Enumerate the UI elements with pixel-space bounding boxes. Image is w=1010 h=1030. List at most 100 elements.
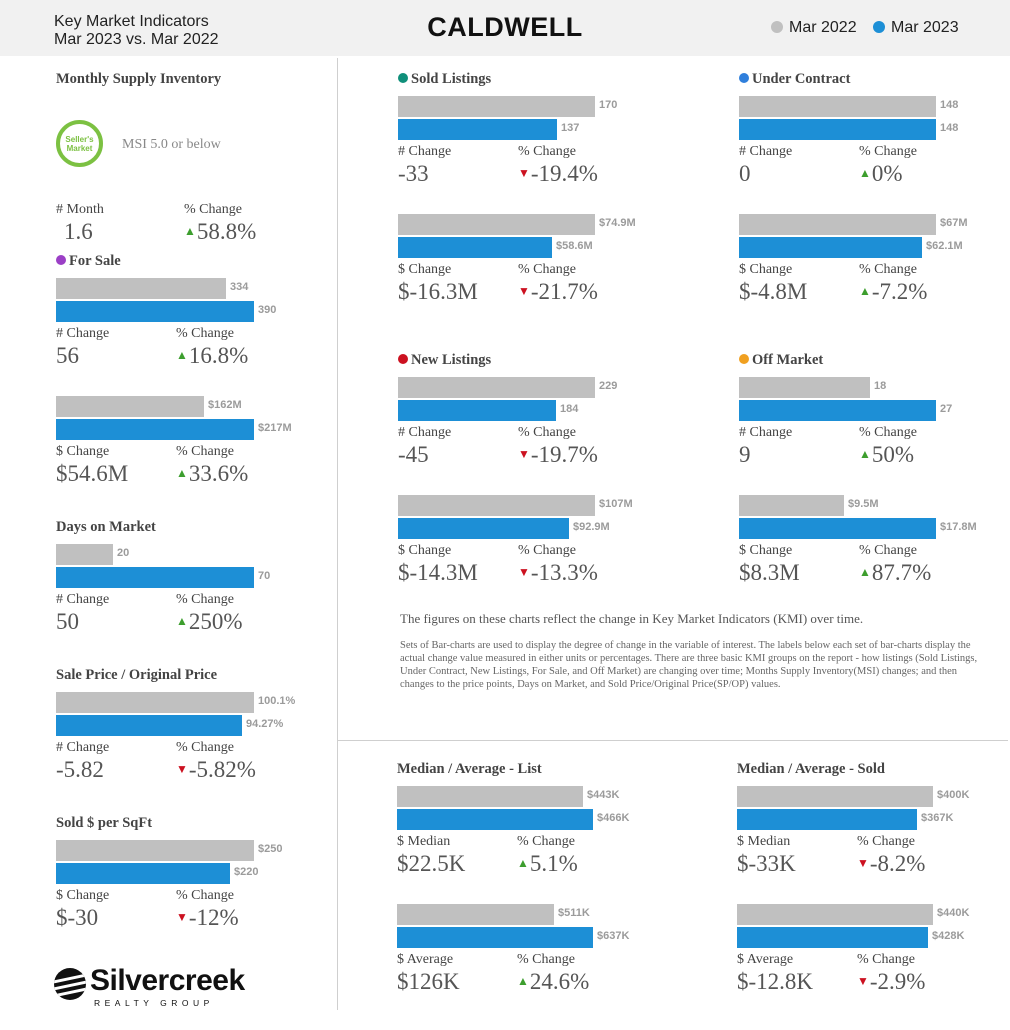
kmi-detail-note: Sets of Bar-charts are used to display t…: [400, 640, 978, 690]
section-divider: [338, 740, 1008, 741]
contract-title-text: Under Contract: [752, 71, 851, 87]
sold_volume-label-a: $ Change: [398, 262, 452, 277]
sqft-change-value: $-30: [56, 905, 99, 930]
new_count-bar-label: 184: [560, 403, 579, 415]
sqft-title: Sold $ per SqFt: [56, 815, 153, 831]
contract_count-change-value: 0: [739, 161, 751, 186]
down-triangle-icon: ▼: [518, 166, 530, 180]
up-triangle-icon: ▲: [176, 348, 188, 362]
msi-pct-text: 58.8%: [196, 219, 257, 244]
contract_volume-label-b: % Change: [859, 262, 917, 277]
new_volume-bar-mar2022: [398, 495, 595, 516]
contract_count-label-a: # Change: [739, 144, 793, 159]
badge-text: Seller's Market: [65, 134, 94, 153]
dom-title: Days on Market: [56, 519, 156, 535]
forsale_volume-bar-label: $162M: [208, 399, 242, 411]
contract_count-label-b: % Change: [859, 144, 917, 159]
off_volume-pct-text: 87.7%: [871, 560, 932, 585]
forsale_count-label-a: # Change: [56, 326, 110, 341]
off_count-change-value: 9: [739, 442, 751, 467]
sold_count-bar-mar2022: [398, 96, 595, 117]
new_volume-bar-label: $92.9M: [573, 521, 610, 533]
up-triangle-icon: ▲: [517, 974, 529, 988]
spop-pct-change: ▼-5.82%: [176, 757, 256, 783]
report-subtitle-line2: Mar 2023 vs. Mar 2022: [54, 31, 219, 48]
sold_median-pct-text: -8.2%: [869, 851, 926, 876]
off_count-label-b: % Change: [859, 425, 917, 440]
legend-label: Mar 2023: [891, 19, 959, 36]
forsale_volume-pct-text: 33.6%: [188, 461, 249, 486]
report-subtitle-line1: Key Market Indicators: [54, 13, 209, 30]
spop-pct-text: -5.82%: [188, 757, 256, 782]
off_count-bar-mar2023: [739, 400, 936, 421]
sold_median-bar-mar2023: [737, 809, 917, 830]
contract_volume-bar-label: $67M: [940, 217, 968, 229]
off-market-title: Off Market: [739, 352, 823, 369]
list_median-bar-mar2022: [397, 786, 583, 807]
legend-mar2023: Mar 2023: [873, 19, 959, 37]
off_volume-bar-mar2023: [739, 518, 936, 539]
spop-label-a: # Change: [56, 740, 110, 755]
sold_average-bar-mar2023: [737, 927, 928, 948]
sold_average-bar-label: $440K: [937, 907, 970, 919]
new_count-change-value: -45: [398, 442, 429, 467]
report-title: CALDWELL: [427, 12, 583, 42]
sold_median-bar-label: $400K: [937, 789, 970, 801]
list_median-bar-label: $466K: [597, 812, 630, 824]
up-triangle-icon: ▲: [859, 447, 871, 461]
contract_count-bar-label: 148: [940, 99, 959, 111]
median-list-title: Median / Average - List: [397, 761, 542, 777]
sold_volume-label-b: % Change: [518, 262, 576, 277]
off_volume-label-b: % Change: [859, 543, 917, 558]
forsale_count-bar-label: 390: [258, 304, 277, 316]
dom-pct-text: 250%: [188, 609, 243, 634]
new_volume-pct-change: ▼-13.3%: [518, 560, 598, 586]
contract_volume-label-a: $ Change: [739, 262, 793, 277]
new-dot-icon: [398, 354, 408, 364]
msi-month-value: 1.6: [64, 219, 93, 244]
sold_count-pct-text: -19.4%: [530, 161, 598, 186]
off-dot-icon: [739, 354, 749, 364]
new-title-text: New Listings: [411, 352, 492, 368]
off_volume-bar-mar2022: [739, 495, 844, 516]
forsale_count-change-value: 56: [56, 343, 79, 368]
column-divider: [337, 58, 338, 1010]
sqft-bar-label: $220: [234, 866, 259, 878]
new_count-pct-change: ▼-19.7%: [518, 442, 598, 468]
off_volume-label-a: $ Change: [739, 543, 793, 558]
contract_count-pct-text: 0%: [871, 161, 903, 186]
new_count-label-a: # Change: [398, 425, 452, 440]
list_average-bar-label: $637K: [597, 930, 630, 942]
sold_median-change-value: $-33K: [737, 851, 796, 876]
new_volume-bar-label: $107M: [599, 498, 633, 510]
legend-mar2022: Mar 2022: [771, 19, 857, 37]
contract_volume-pct-text: -7.2%: [871, 279, 928, 304]
spop-label-b: % Change: [176, 740, 234, 755]
up-triangle-icon: ▲: [176, 614, 188, 628]
kmi-note: The figures on these charts reflect the …: [400, 611, 864, 626]
down-triangle-icon: ▼: [518, 565, 530, 579]
msi-label-pct: % Change: [184, 202, 242, 217]
list_average-change-value: $126K: [397, 969, 460, 994]
new_count-label-b: % Change: [518, 425, 576, 440]
sold_median-bar-mar2022: [737, 786, 933, 807]
forsale_count-bar-mar2022: [56, 278, 226, 299]
dom-bar-label: 70: [258, 570, 271, 582]
off_count-pct-change: ▲50%: [859, 442, 914, 468]
forsale_volume-bar-label: $217M: [258, 422, 292, 434]
logo-mark-icon: [54, 968, 86, 1000]
spop-title: Sale Price / Original Price: [56, 667, 218, 683]
msi-label-month: # Month: [56, 202, 104, 217]
for-sale-dot-icon: [56, 255, 66, 265]
report-subtitle: Key Market Indicators Mar 2023 vs. Mar 2…: [54, 13, 219, 49]
list_median-bar-label: $443K: [587, 789, 620, 801]
contract_count-bar-label: 148: [940, 122, 959, 134]
forsale_volume-bar-mar2023: [56, 419, 254, 440]
sold_count-bar-label: 170: [599, 99, 618, 111]
up-triangle-icon: ▲: [859, 284, 871, 298]
sold_count-pct-change: ▼-19.4%: [518, 161, 598, 187]
sold_volume-pct-change: ▼-21.7%: [518, 279, 598, 305]
spop-bar-mar2023: [56, 715, 242, 736]
contract_volume-bar-label: $62.1M: [926, 240, 963, 252]
logo-wordmark: Silvercreek: [90, 964, 245, 997]
